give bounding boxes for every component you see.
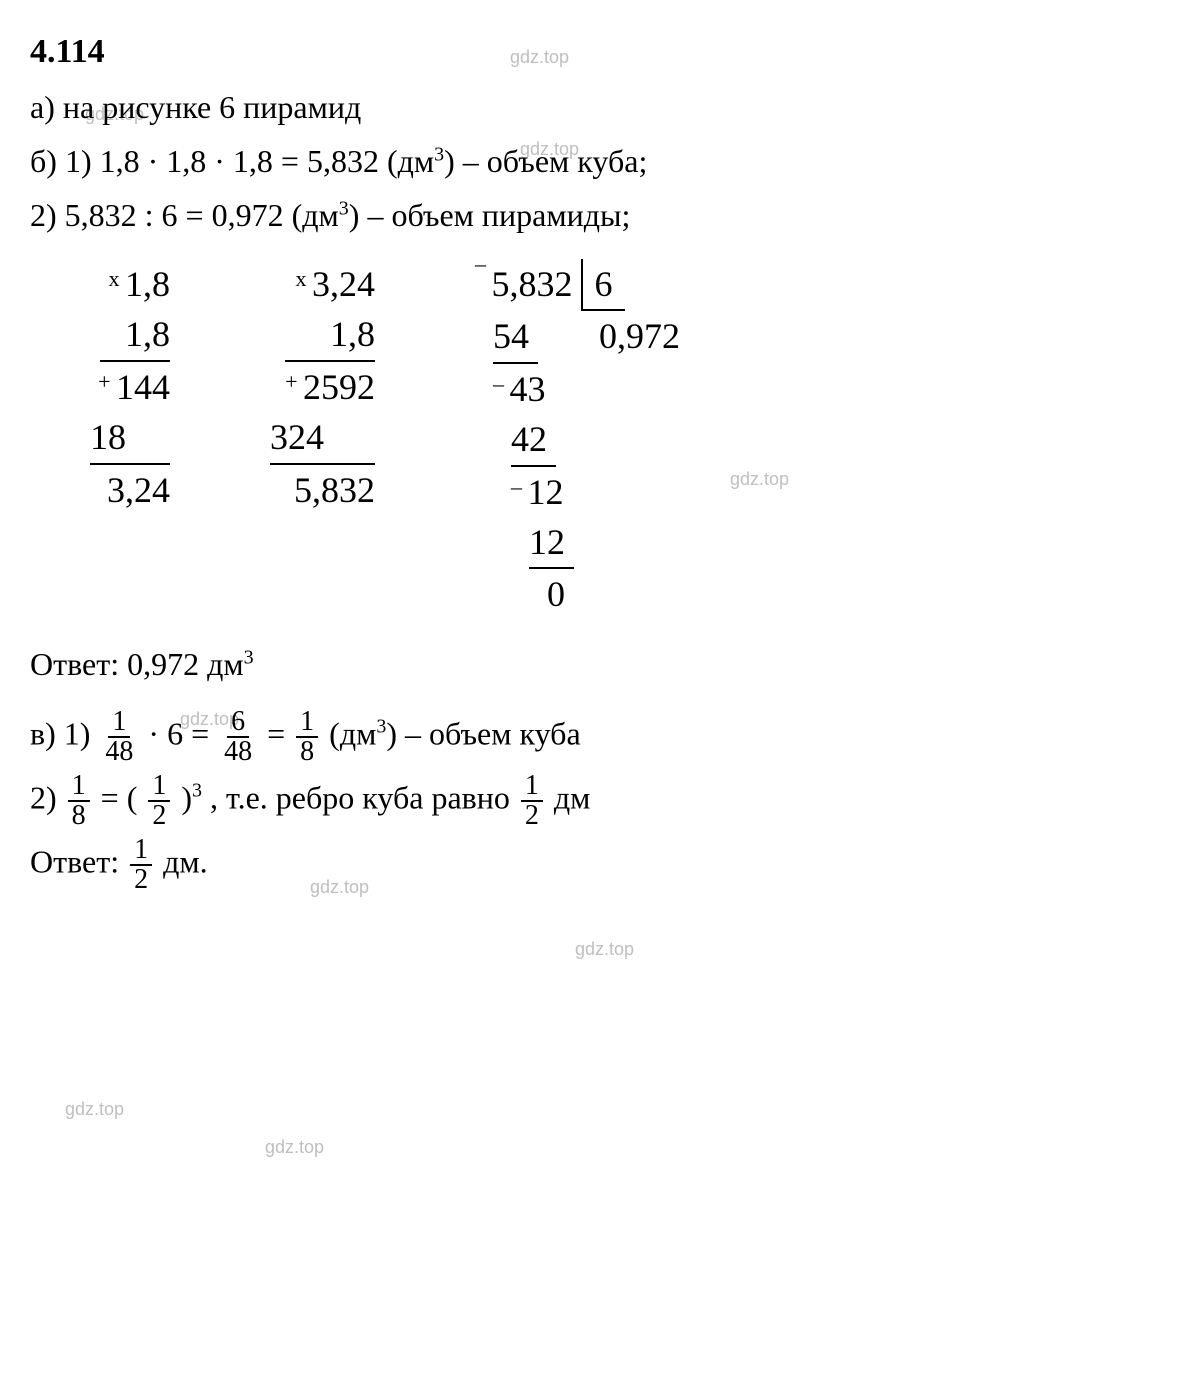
problem-number-text: 4.114 [30, 33, 105, 70]
exponent: 3 [434, 143, 444, 165]
fraction: 648 [220, 708, 256, 766]
text: дм [554, 779, 591, 815]
fraction: 18 [68, 772, 90, 830]
document-content: gdz.top gdz.top gdz.top gdz.top gdz.top … [30, 26, 1148, 894]
text: (дм [329, 715, 376, 751]
text: = [267, 715, 293, 751]
exponent: 3 [244, 646, 254, 668]
calc-value: 2592 [303, 367, 375, 407]
calculations-row: x 1,8 1,8 + 144 18 3,24 x 3,24 1,8 + 259… [90, 259, 1148, 620]
calc-value: 12 [529, 517, 574, 569]
fraction: 12 [521, 772, 543, 830]
watermark: gdz.top [65, 1096, 124, 1123]
quotient: 0,972 [591, 311, 688, 363]
answer-text: Ответ: 0,972 дм [30, 646, 244, 682]
calc-value: 18 [90, 417, 144, 457]
calc-value: 3,24 [107, 470, 170, 510]
calc-value: 43 [510, 369, 555, 409]
divisor: 6 [581, 259, 625, 311]
part-b-step1: б) 1) 1,8 · 1,8 · 1,8 = 5,832 (дм3) – об… [30, 137, 1148, 185]
fraction: 18 [296, 708, 318, 766]
multiplication-2: x 3,24 1,8 + 2592 324 5,832 [270, 259, 375, 620]
calc-value: 54 [493, 311, 538, 363]
part-a-text: а) на рисунке 6 пирамид [30, 89, 361, 125]
text: ) – объем куба [386, 715, 580, 751]
prefix: 2) [30, 779, 65, 815]
calc-value: 1,8 [125, 314, 170, 354]
numerator: 1 [130, 836, 152, 866]
calc-value: 3,24 [312, 264, 375, 304]
denominator: 2 [521, 802, 543, 830]
watermark: gdz.top [575, 936, 634, 963]
numerator: 1 [108, 708, 130, 738]
problem-number: 4.114 [30, 26, 1148, 77]
long-division: – 5,832 6 54 0,972 – 43 42 – 12 12 0 [475, 259, 688, 620]
part-b-step2-suffix: ) – объем пирамиды; [349, 197, 631, 233]
part-b-step1-text: б) 1) 1,8 · 1,8 · 1,8 = 5,832 (дм [30, 143, 434, 179]
exponent: 3 [339, 197, 349, 219]
text: = ( [101, 779, 138, 815]
fraction: 12 [148, 772, 170, 830]
part-a: а) на рисунке 6 пирамид [30, 83, 1148, 131]
fraction: 148 [101, 708, 137, 766]
exponent: 3 [376, 715, 386, 737]
multiplication-1: x 1,8 1,8 + 144 18 3,24 [90, 259, 170, 620]
text: , т.е. ребро куба равно [210, 779, 518, 815]
exponent: 3 [192, 779, 202, 801]
part-b-step2-text: 2) 5,832 : 6 = 0,972 (дм [30, 197, 339, 233]
calc-value: 1,8 [125, 264, 170, 304]
calc-value: 144 [116, 367, 170, 407]
calc-value: 1,8 [330, 314, 375, 354]
denominator: 8 [68, 802, 90, 830]
calc-value: 324 [270, 417, 342, 457]
calc-value: 0 [547, 574, 565, 614]
part-b-step2: 2) 5,832 : 6 = 0,972 (дм3) – объем пирам… [30, 191, 1148, 239]
numerator: 1 [521, 772, 543, 802]
part-b-answer: Ответ: 0,972 дм3 [30, 640, 1148, 688]
part-c-step2: 2) 18 = ( 12 )3 , т.е. ребро куба равно … [30, 772, 1148, 830]
calc-value: 5,832 [294, 470, 375, 510]
answer-prefix: Ответ: [30, 843, 127, 879]
part-c-step1: в) 1) 148 · 6 = 648 = 18 (дм3) – объем к… [30, 708, 1148, 766]
prefix: в) 1) [30, 715, 98, 751]
watermark: gdz.top [265, 1134, 324, 1161]
dividend: 5,832 [492, 259, 573, 311]
denominator: 8 [296, 738, 318, 766]
denominator: 48 [220, 738, 256, 766]
calc-value: 42 [511, 414, 556, 466]
part-c-answer: Ответ: 12 дм. [30, 836, 1148, 894]
denominator: 2 [148, 802, 170, 830]
numerator: 1 [296, 708, 318, 738]
numerator: 1 [148, 772, 170, 802]
text: ) [181, 779, 192, 815]
text: · 6 = [148, 715, 217, 751]
fraction: 12 [130, 836, 152, 894]
denominator: 2 [130, 866, 152, 894]
numerator: 6 [227, 708, 249, 738]
calc-value: 12 [528, 472, 564, 512]
denominator: 48 [101, 738, 137, 766]
part-b-step1-suffix: ) – объем куба; [444, 143, 647, 179]
answer-suffix: дм. [163, 843, 208, 879]
numerator: 1 [68, 772, 90, 802]
